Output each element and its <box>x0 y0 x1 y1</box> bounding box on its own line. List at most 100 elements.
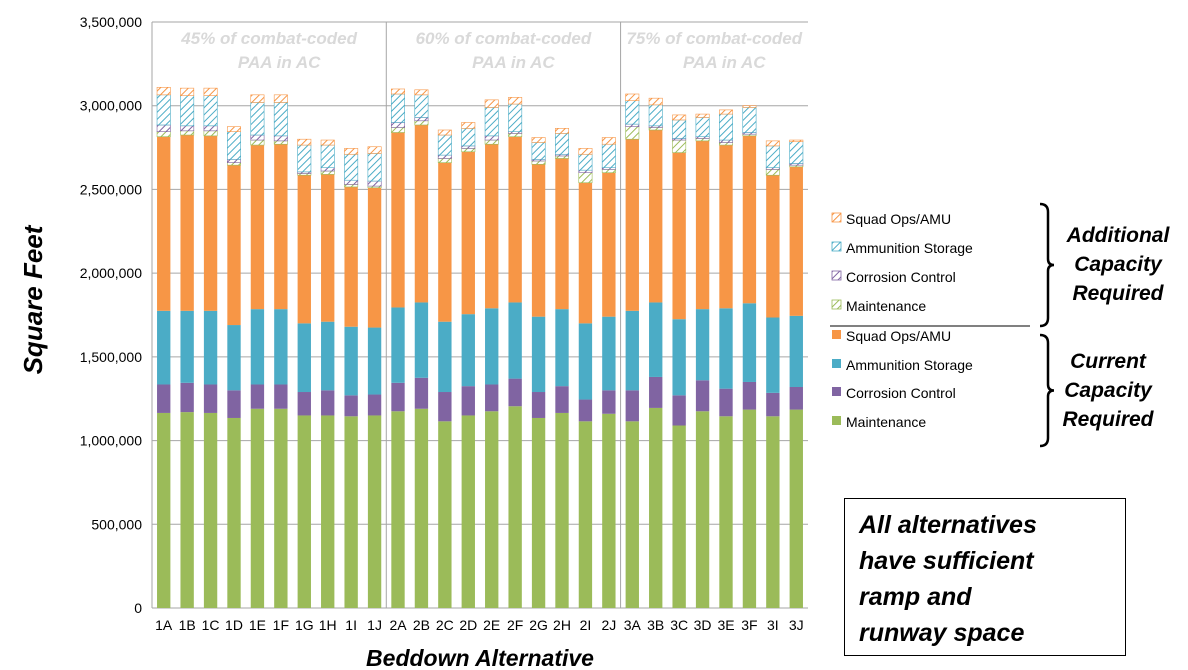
group-label: 45% of combat-coded PAA in AC <box>180 29 357 72</box>
bar-segment-current-maintenance <box>649 407 663 608</box>
bar-segment-additional-corrosion-control <box>250 134 265 141</box>
bar-segment-current-maintenance <box>157 412 171 608</box>
bar-segment-current-corrosion-control <box>766 392 780 417</box>
bar-segment-additional-ammunition-storage <box>578 153 593 171</box>
bar-segment-current-maintenance <box>250 408 265 608</box>
bar-segment-current-corrosion-control <box>789 386 803 410</box>
bar-segment-additional-ammunition-storage <box>789 141 804 164</box>
y-tick-label: 0 <box>134 600 142 616</box>
y-tick-label: 3,500,000 <box>80 14 142 30</box>
bar-segment-additional-squad-ops-amu <box>156 86 171 96</box>
bar-segment-additional-corrosion-control <box>203 125 218 132</box>
bar-segment-current-maintenance <box>274 408 288 608</box>
bar-segment-current-squad-ops-amu <box>742 135 757 304</box>
bar-segment-additional-squad-ops-amu <box>227 126 241 132</box>
group-labels: 45% of combat-coded PAA in AC 60% of comba… <box>180 29 802 72</box>
x-tick-label: 3A <box>624 617 642 633</box>
bar-segment-current-maintenance <box>766 416 780 608</box>
x-tick-label: 2G <box>529 617 548 633</box>
legend-swatch-current <box>832 330 841 339</box>
bar-segment-current-ammunition-storage <box>157 310 171 385</box>
bar-segment-additional-maintenance <box>648 127 663 131</box>
x-tick-label: 2H <box>553 617 571 633</box>
legend-swatch-current <box>832 359 841 368</box>
bar-segment-current-squad-ops-amu <box>508 136 522 303</box>
bar-segment-current-ammunition-storage <box>649 302 663 377</box>
bar-segment-current-ammunition-storage <box>719 308 733 389</box>
x-tick-label: 1F <box>273 617 289 633</box>
x-tick-label: 2J <box>601 617 616 633</box>
bar-segment-additional-squad-ops-amu <box>250 94 265 103</box>
note-text: All alternatives have sufficient ramp an… <box>859 511 1037 647</box>
bar-segment-current-maintenance <box>695 411 710 608</box>
bar-segment-additional-maintenance <box>180 130 195 136</box>
bar-segment-current-ammunition-storage <box>789 315 803 387</box>
bar-segment-current-corrosion-control <box>742 381 757 410</box>
bar-segment-current-corrosion-control <box>321 390 335 416</box>
bar-segment-current-ammunition-storage <box>414 302 429 378</box>
bar-segment-current-maintenance <box>180 412 194 608</box>
bar-segment-additional-squad-ops-amu <box>625 93 640 101</box>
x-tick-label: 2E <box>483 617 500 633</box>
bar-segment-current-squad-ops-amu <box>180 135 194 311</box>
bar-segment-current-corrosion-control <box>719 388 733 417</box>
bar-segment-additional-maintenance <box>391 127 405 133</box>
bar-segment-additional-ammunition-storage <box>508 103 523 132</box>
bar-segment-current-ammunition-storage <box>203 310 218 385</box>
bar-segment-current-corrosion-control <box>508 378 522 407</box>
bar-segment-current-squad-ops-amu <box>672 152 686 320</box>
bar-segment-current-maintenance <box>742 409 757 608</box>
bar-segment-current-ammunition-storage <box>625 310 639 391</box>
legend-item-additional: Squad Ops/AMU <box>846 211 951 227</box>
bar-segment-additional-ammunition-storage <box>367 153 382 182</box>
bar-segment-current-corrosion-control <box>344 395 358 417</box>
bar-segment-current-maintenance <box>485 411 499 608</box>
bar-segment-current-ammunition-storage <box>274 309 288 385</box>
bar-segment-additional-maintenance <box>437 158 452 163</box>
bar-segment-current-ammunition-storage <box>555 309 569 387</box>
bar-segment-additional-ammunition-storage <box>531 142 546 160</box>
bar-segment-current-corrosion-control <box>203 384 218 413</box>
bar-segment-additional-ammunition-storage <box>672 119 687 139</box>
x-tick-label: 1G <box>295 617 314 633</box>
bar-segment-current-ammunition-storage <box>250 309 265 385</box>
bar-segment-current-corrosion-control <box>649 376 663 408</box>
y-tick-label: 1,500,000 <box>80 349 142 365</box>
bar-segment-current-maintenance <box>531 417 546 608</box>
bar-segment-current-maintenance <box>672 425 686 608</box>
bar-segment-additional-ammunition-storage <box>297 144 312 173</box>
x-tick-label: 1C <box>202 617 220 633</box>
bar-segment-current-corrosion-control <box>391 382 405 412</box>
bar-segment-additional-maintenance <box>250 139 265 146</box>
bar-segment-current-ammunition-storage <box>321 321 335 391</box>
bar-segment-additional-maintenance <box>719 142 733 146</box>
bar-segment-current-maintenance <box>321 415 335 608</box>
bar-segment-current-squad-ops-amu <box>578 182 593 324</box>
bar-segment-additional-corrosion-control <box>156 124 171 132</box>
bar-segment-additional-maintenance <box>414 120 429 126</box>
x-tick-label: 1I <box>345 617 357 633</box>
bar-segment-current-corrosion-control <box>157 384 171 413</box>
bar-segment-additional-ammunition-storage <box>461 128 476 147</box>
bar-segment-additional-squad-ops-amu <box>578 148 593 155</box>
bar-segment-additional-maintenance <box>625 126 640 140</box>
bar-segment-additional-maintenance <box>156 131 171 137</box>
bar-segment-current-maintenance <box>625 421 639 608</box>
bar-segment-additional-squad-ops-amu <box>414 89 429 96</box>
bar-segment-additional-ammunition-storage <box>765 145 780 168</box>
bar-segment-current-squad-ops-amu <box>789 166 803 316</box>
y-axis-label: Square Feet <box>18 224 48 374</box>
y-tick-labels: 0 500,000 1,000,000 1,500,000 2,000,000 2,500… <box>80 14 143 616</box>
bar-segment-additional-maintenance <box>344 184 359 188</box>
bar-segment-current-squad-ops-amu <box>274 144 288 310</box>
bar-segment-current-ammunition-storage <box>742 303 757 382</box>
bar-segment-additional-squad-ops-amu <box>508 97 523 105</box>
bar-segment-current-ammunition-storage <box>438 321 452 393</box>
bar-segment-additional-ammunition-storage <box>156 94 171 126</box>
bar-segment-additional-squad-ops-amu <box>297 138 312 146</box>
bar-segment-additional-squad-ops-amu <box>695 113 710 118</box>
bar-segment-additional-ammunition-storage <box>344 153 359 181</box>
bar-segment-additional-squad-ops-amu <box>789 139 804 143</box>
bar-segment-current-squad-ops-amu <box>414 124 429 303</box>
